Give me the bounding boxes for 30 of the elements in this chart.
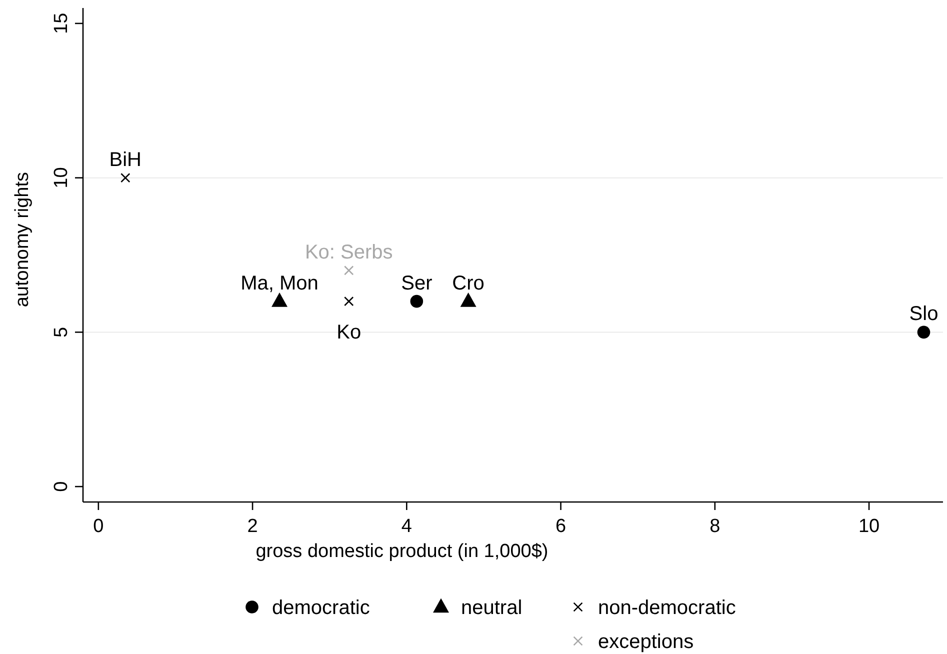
point (917, 326, 930, 339)
y-tick-label: 15 (51, 12, 72, 34)
x-tick-label: 8 (710, 516, 720, 537)
x-tick-label: 2 (247, 516, 258, 537)
annotation: Cro (452, 272, 484, 294)
x-tick-label: 6 (555, 516, 566, 537)
annotation: Ser (401, 272, 433, 294)
y-tick-label: 10 (51, 167, 72, 188)
x-tick-label: 0 (93, 516, 104, 537)
y-axis-title: autonomy rights (12, 172, 33, 308)
x-tick-label: 10 (858, 516, 880, 537)
point (460, 292, 476, 307)
annotation: BiH (109, 148, 142, 171)
x-tick-label: 4 (401, 516, 412, 537)
x-axis-title: gross domestic product (in 1,000$) (256, 541, 548, 562)
legend-label: exceptions (598, 631, 694, 653)
annotation: Ko: Serbs (304, 241, 393, 264)
y-tick-label: 0 (51, 481, 72, 492)
point (410, 294, 424, 308)
legend-label: neutral (461, 597, 522, 619)
annotation: Ko (336, 321, 362, 344)
point (344, 296, 354, 306)
annotation: Slo (909, 303, 938, 326)
point (344, 266, 354, 276)
point (272, 292, 288, 307)
legend-label: democratic (272, 597, 370, 619)
annotation: Ma, Mon (240, 272, 318, 294)
y-tick-label: 5 (51, 326, 72, 338)
point (120, 172, 130, 183)
legend-label: non-democratic (598, 597, 736, 619)
